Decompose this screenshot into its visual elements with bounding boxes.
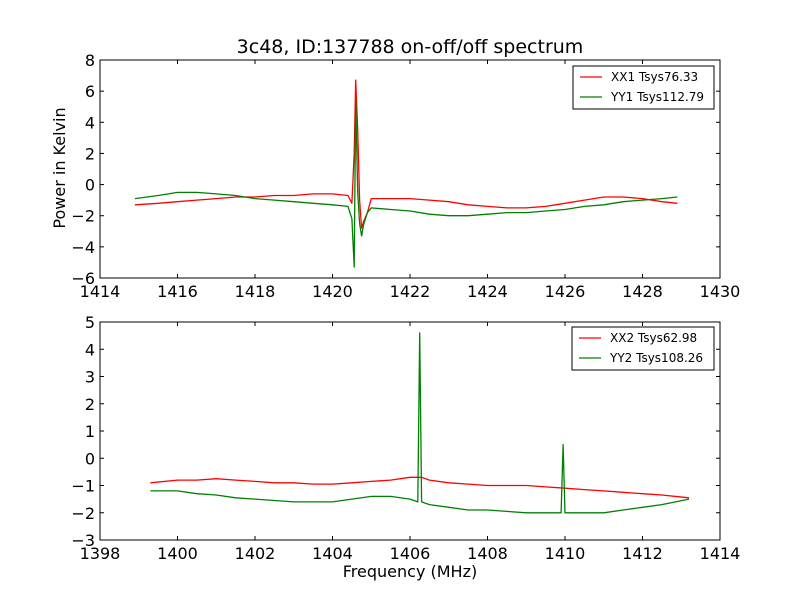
bottom-legend-label-1: XX2 Tsys62.98 xyxy=(610,331,697,345)
top-y-tick-label: 6 xyxy=(85,82,95,101)
top-legend-label-2: YY1 Tsys112.79 xyxy=(610,90,704,104)
bottom-y-tick-label: 2 xyxy=(85,395,95,414)
top-x-tick-label: 1430 xyxy=(700,282,741,301)
top-y-tick-label: 2 xyxy=(85,144,95,163)
bottom-x-tick-label: 1404 xyxy=(312,544,353,563)
top-x-tick-label: 1414 xyxy=(80,282,121,301)
top-series-line-1 xyxy=(134,79,678,229)
bottom-legend-box xyxy=(571,326,715,371)
top-y-tick-label: 4 xyxy=(85,113,95,132)
top-legend-box xyxy=(572,65,715,110)
bottom-y-tick-label: −2 xyxy=(71,504,95,523)
bottom-y-tick-label: 1 xyxy=(85,422,95,441)
top-x-tick-label: 1424 xyxy=(467,282,508,301)
top-x-tick-label: 1418 xyxy=(235,282,276,301)
bottom-x-tick-label: 1400 xyxy=(157,544,198,563)
top-series-line-2 xyxy=(134,98,678,268)
bottom-x-tick-label: 1412 xyxy=(622,544,663,563)
top-y-tick-label: −6 xyxy=(71,269,95,288)
top-y-tick-label: 8 xyxy=(85,51,95,70)
bottom-x-tick-label: 1402 xyxy=(235,544,276,563)
top-y-tick-label: −2 xyxy=(71,207,95,226)
bottom-x-tick-label: 1410 xyxy=(545,544,586,563)
bottom-legend-label-2: YY2 Tsys108.26 xyxy=(609,351,703,365)
bottom-y-tick-label: 4 xyxy=(85,340,95,359)
top-y-tick-label: 0 xyxy=(85,176,95,195)
top-chart-ylabel: Power in Kelvin xyxy=(50,107,69,228)
top-x-tick-label: 1422 xyxy=(390,282,431,301)
bottom-y-tick-label: 0 xyxy=(85,449,95,468)
top-chart-title: 3c48, ID:137788 on-off/off spectrum xyxy=(237,36,584,58)
bottom-x-tick-label: 1406 xyxy=(390,544,431,563)
bottom-chart-xlabel: Frequency (MHz) xyxy=(343,562,477,581)
bottom-x-tick-label: 1408 xyxy=(467,544,508,563)
bottom-y-tick-label: 3 xyxy=(85,368,95,387)
top-x-tick-label: 1426 xyxy=(545,282,586,301)
top-chart: 1414 1416 1418 1420 1422 1424 1426 1428 1430 −6 −4… xyxy=(71,51,740,301)
bottom-series-line-2 xyxy=(150,332,690,514)
top-x-tick-label: 1428 xyxy=(622,282,663,301)
top-legend-label-1: XX1 Tsys76.33 xyxy=(611,70,698,84)
top-x-tick-label: 1420 xyxy=(312,282,353,301)
top-x-tick-label: 1416 xyxy=(157,282,198,301)
bottom-y-tick-label: −3 xyxy=(71,531,95,550)
bottom-y-tick-label: 5 xyxy=(85,313,95,332)
bottom-chart: 1398 1400 1402 1404 1406 1408 1410 1412 1414−3−2… xyxy=(71,313,740,563)
top-y-tick-label: −4 xyxy=(71,238,95,257)
bottom-x-tick-label: 1398 xyxy=(80,544,121,563)
bottom-x-tick-label: 1414 xyxy=(700,544,741,563)
bottom-y-tick-label: −1 xyxy=(71,477,95,496)
